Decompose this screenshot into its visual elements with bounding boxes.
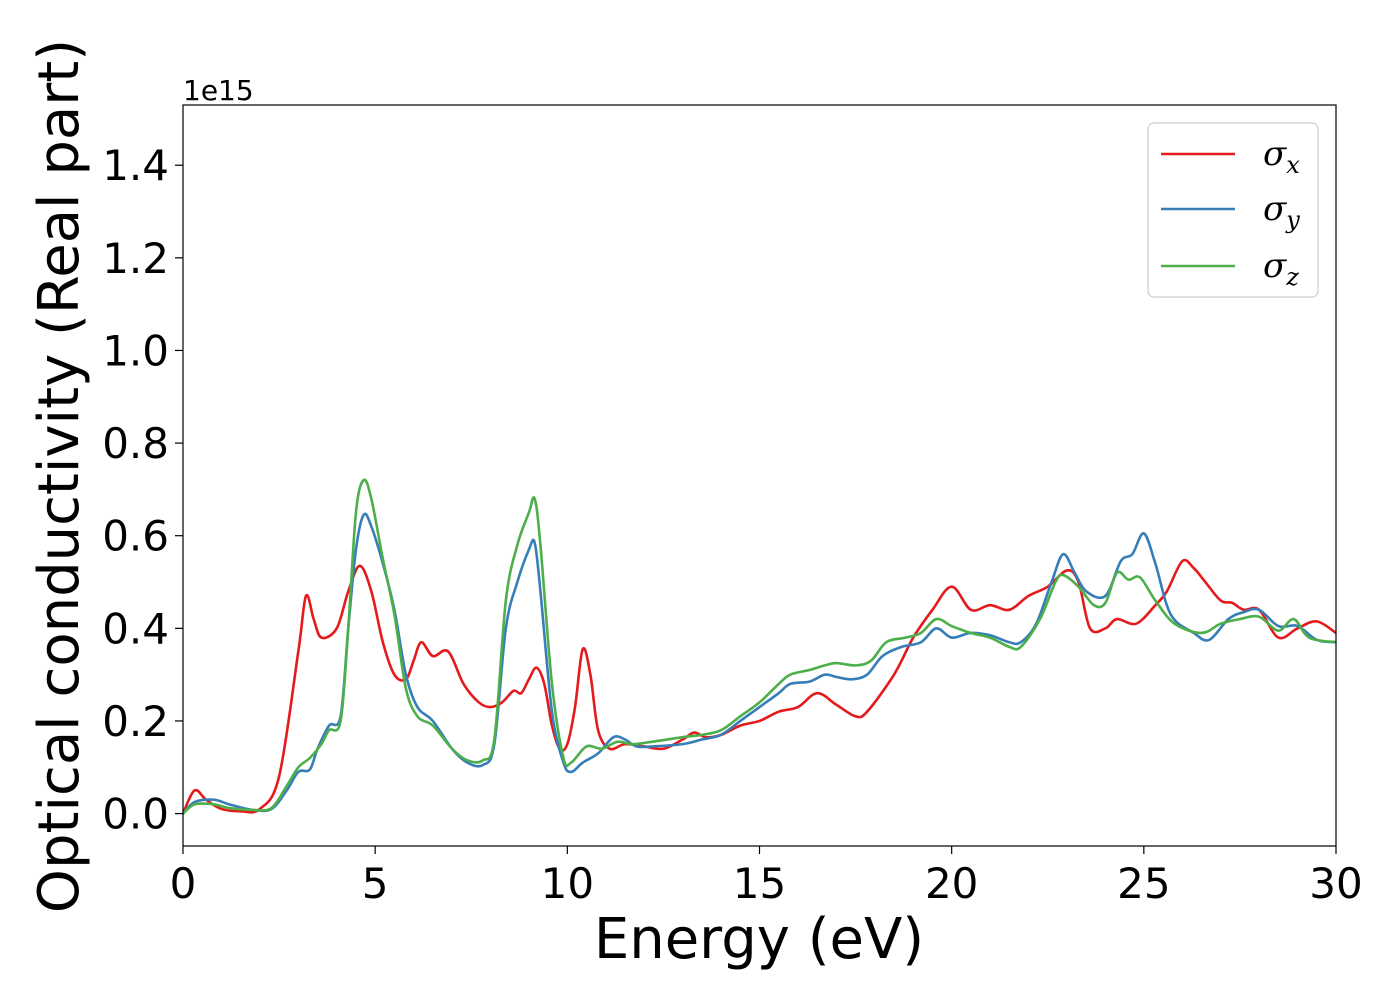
x-tick-label: 15 [733,859,786,908]
x-tick-label: 20 [925,859,978,908]
y-tick-label: 0.6 [102,512,169,561]
y-axis: 0.0 0.2 0.4 0.6 0.8 1.0 1.2 1.4 [102,141,183,839]
legend-label-symbol: σ [1263,189,1287,229]
x-axis-title: Energy (eV) [594,907,924,972]
x-tick-label: 10 [541,859,594,908]
y-tick-label: 1.0 [102,326,169,375]
legend-label-y: σy [1263,189,1300,234]
plot-area [183,105,1336,846]
y-tick-label: 1.4 [102,141,169,190]
series-line-z [183,478,1336,815]
y-tick-label: 0.4 [102,604,169,653]
series-layer [183,478,1336,815]
x-tick-label: 25 [1117,859,1170,908]
legend-label-z: σz [1263,246,1299,291]
legend-label-subscript: y [1285,206,1300,234]
legend-label-symbol: σ [1263,134,1287,174]
series-line-y [183,512,1336,815]
y-tick-label: 0.0 [102,790,169,839]
y-tick-label: 0.8 [102,419,169,468]
y-axis-title: Optical conductivity (Real part) [27,39,92,913]
x-tick-label: 5 [362,859,389,908]
legend-label-x: σx [1263,134,1300,179]
legend-label-subscript: z [1285,263,1299,291]
legend-label-symbol: σ [1263,246,1287,286]
y-tick-label: 1.2 [102,234,169,283]
y-tick-label: 0.2 [102,697,169,746]
x-axis: 0 5 10 15 20 25 30 [170,846,1363,908]
legend-label-subscript: x [1286,151,1300,179]
x-tick-label: 0 [170,859,197,908]
x-tick-label: 30 [1309,859,1362,908]
y-offset-label: 1e15 [183,74,254,107]
